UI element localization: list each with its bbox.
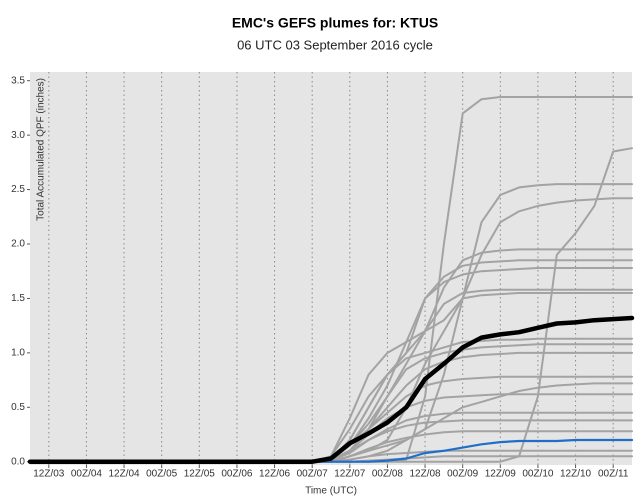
y-tick-label: 3.5 [11, 75, 25, 86]
x-tick-label: 00Z/05 [146, 469, 178, 480]
x-tick-label: 12Z/03 [33, 469, 65, 480]
x-axis-title: Time (UTC) [305, 486, 357, 497]
x-tick-label: 00Z/10 [522, 469, 554, 480]
chart-title: EMC's GEFS plumes for: KTUS [232, 15, 438, 31]
x-tick-label: 12Z/09 [485, 469, 517, 480]
x-tick-label: 12Z/04 [108, 469, 140, 480]
y-tick-label: 1.0 [11, 348, 25, 359]
y-tick-label: 2.0 [11, 239, 25, 250]
plume-line [29, 419, 633, 463]
x-tick-label: 12Z/10 [560, 469, 592, 480]
x-tick-label: 00Z/09 [447, 469, 479, 480]
plume-line [29, 382, 633, 463]
plume-line [29, 292, 633, 463]
plume-line [29, 259, 633, 463]
plume-line [29, 449, 633, 463]
x-tick-label: 12Z/07 [334, 469, 366, 480]
x-tick-label: 00Z/07 [297, 469, 329, 480]
plume-line [27, 315, 635, 464]
x-tick-label: 00Z/08 [372, 469, 404, 480]
x-tick-label: 12Z/06 [259, 469, 291, 480]
y-tick-label: 0.5 [11, 402, 25, 413]
x-tick-label: 00Z/11 [598, 469, 629, 480]
chart-subtitle: 06 UTC 03 September 2016 cycle [237, 37, 433, 52]
plume-line [28, 438, 634, 463]
plume-line [29, 411, 633, 463]
y-tick-label: 0.0 [11, 456, 25, 467]
y-tick-label: 1.5 [11, 293, 25, 304]
x-tick-label: 00Z/04 [71, 469, 103, 480]
y-axis-title: Total Accumulated QPF (inches) [36, 78, 47, 221]
x-tick-label: 00Z/06 [221, 469, 253, 480]
y-tick-label: 3.0 [11, 130, 25, 141]
plume-line [29, 337, 633, 463]
x-tick-label: 12Z/05 [184, 469, 216, 480]
x-tick-label: 12Z/08 [409, 469, 441, 480]
y-tick-label: 2.5 [11, 184, 25, 195]
